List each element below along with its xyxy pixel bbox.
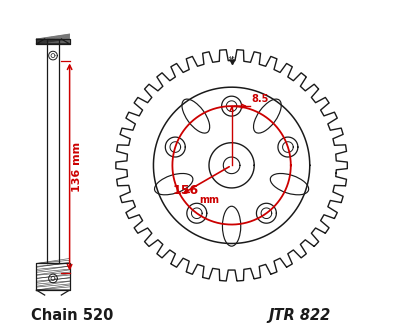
Text: Chain 520: Chain 520 (31, 308, 113, 323)
Text: 8.5: 8.5 (252, 95, 269, 105)
Text: 136 mm: 136 mm (72, 142, 82, 192)
Text: mm: mm (199, 195, 219, 205)
Text: 156: 156 (172, 184, 198, 197)
Text: JTR 822: JTR 822 (269, 308, 331, 323)
